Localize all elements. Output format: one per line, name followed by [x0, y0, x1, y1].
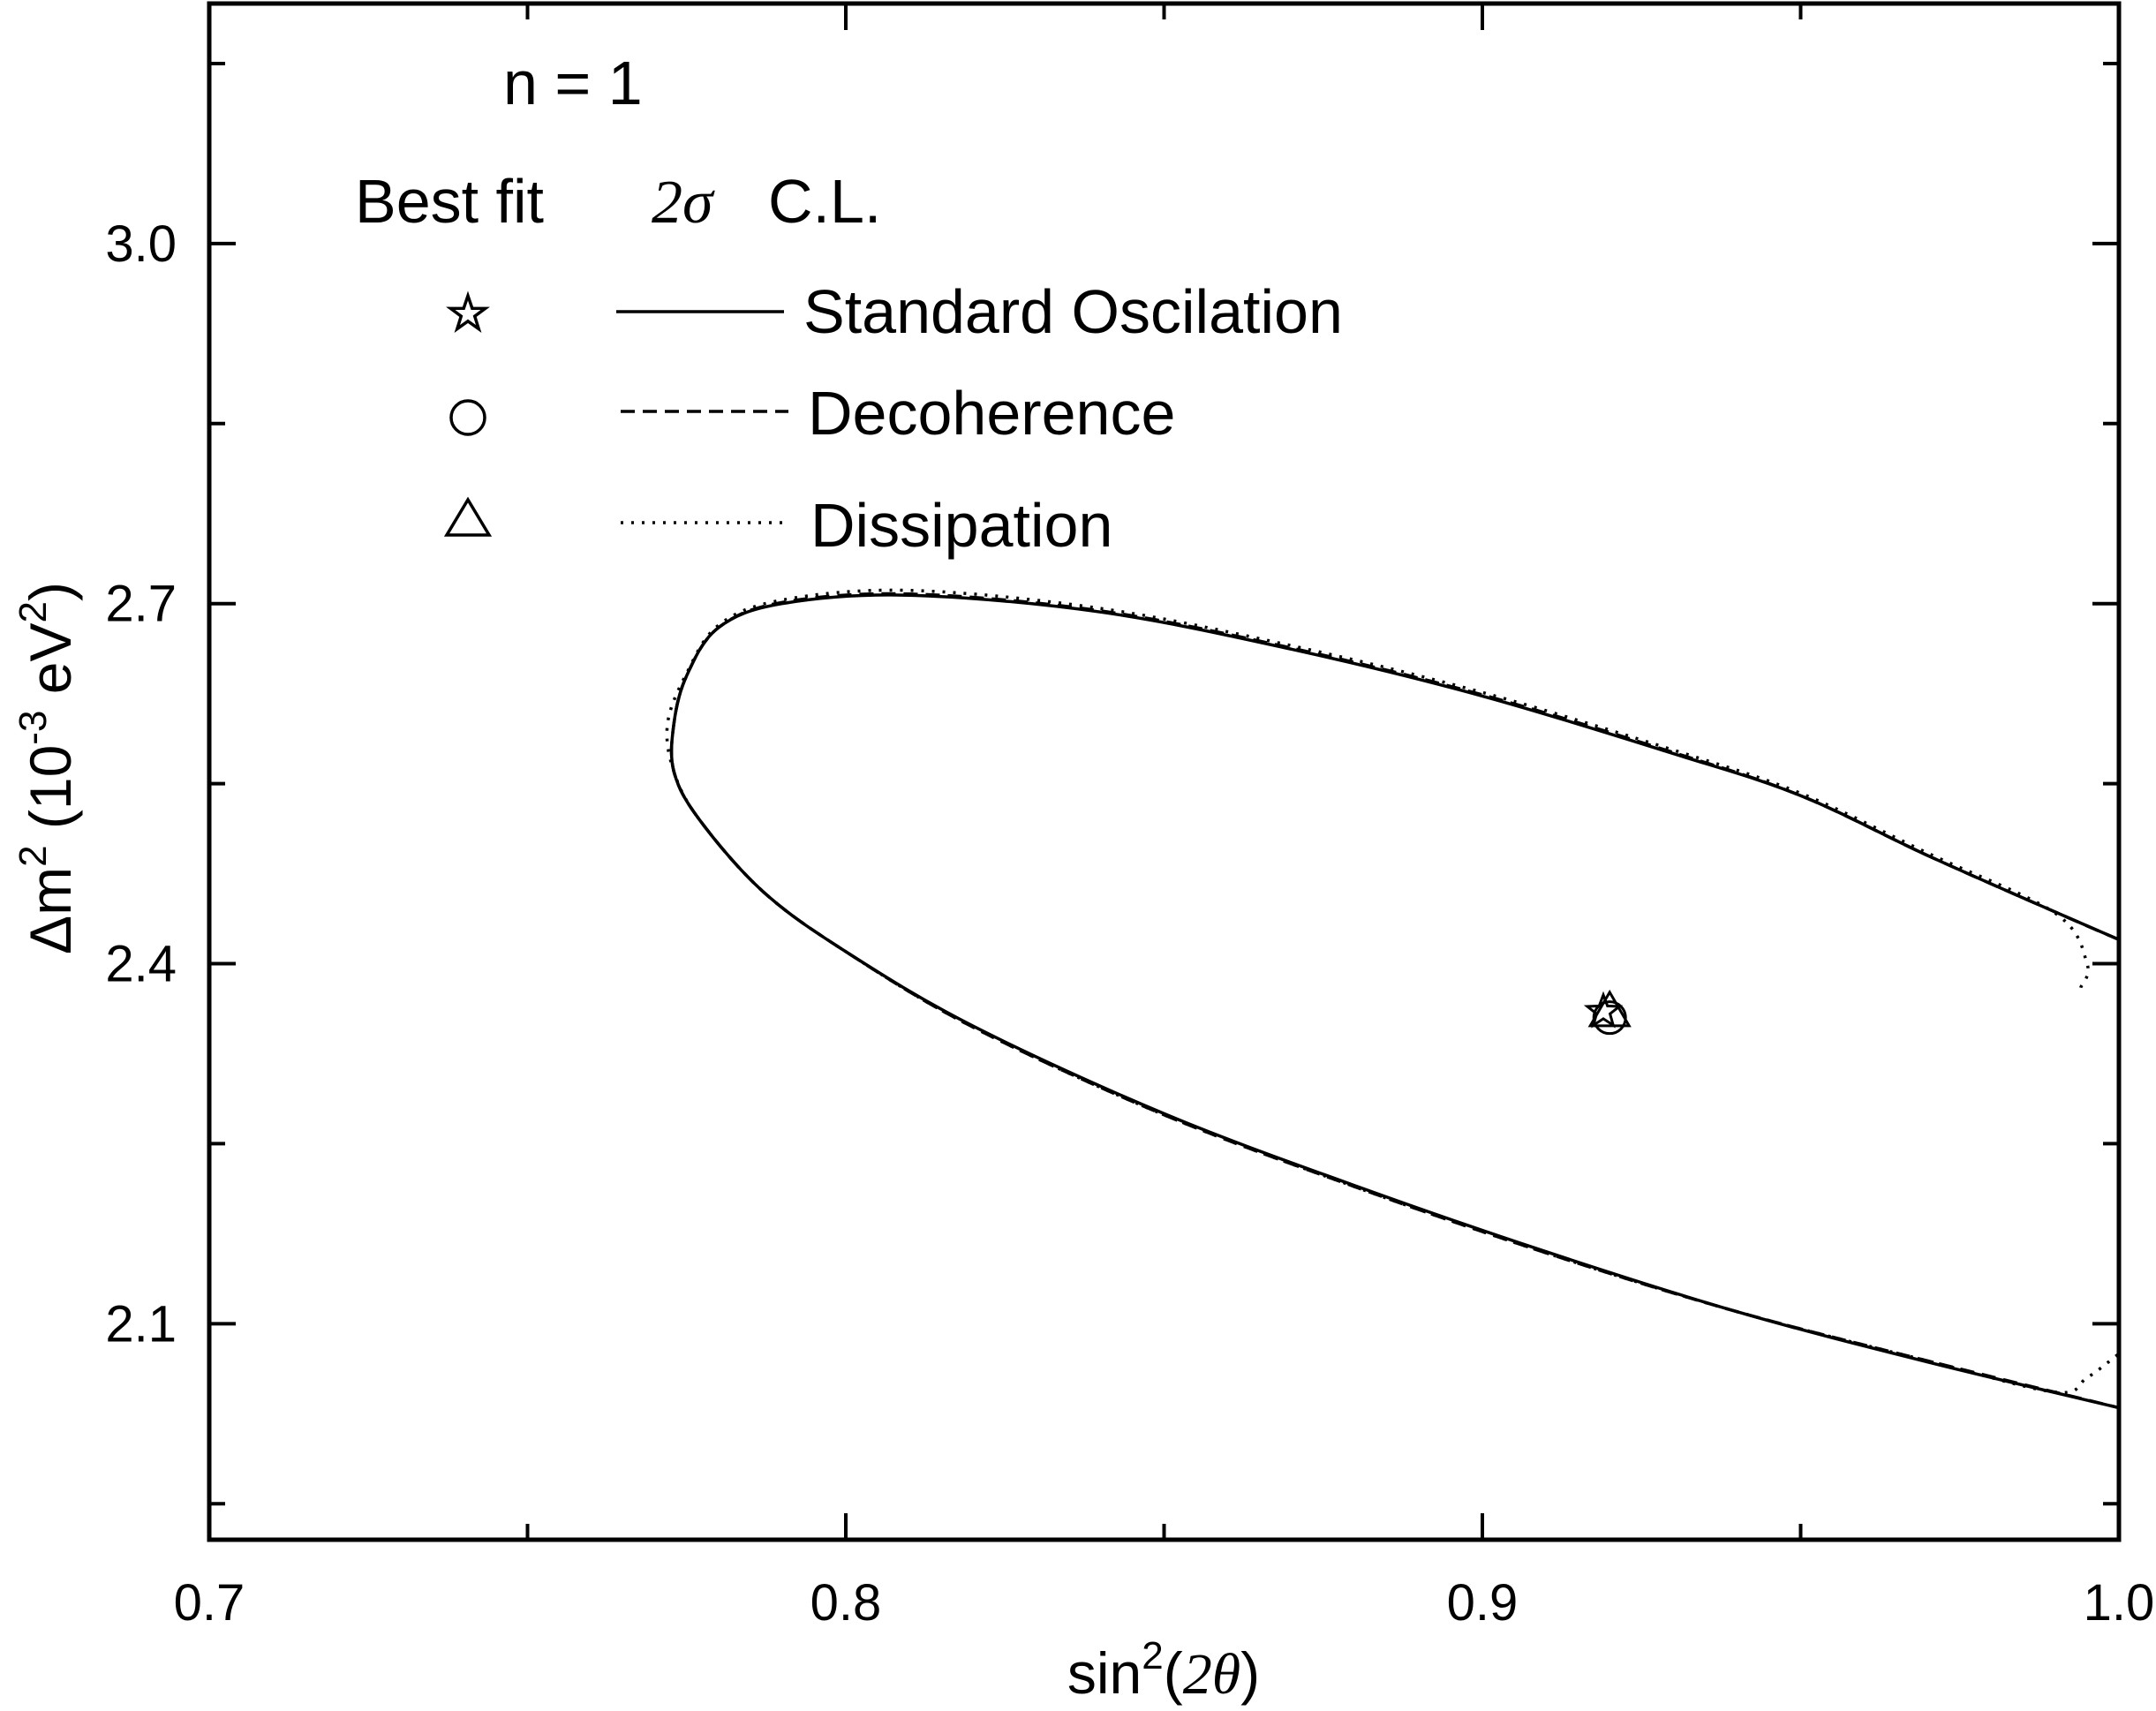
x-axis-title: sin2(2θ) — [1067, 1634, 1260, 1707]
best-fit-markers — [1583, 989, 1632, 1036]
y-tick-label: 2.7 — [105, 576, 177, 633]
legend-label-decoherence: Decoherence — [808, 379, 1175, 448]
contour-solid — [669, 593, 2119, 1410]
legend-item-standard: Standard Oscilation — [446, 277, 1343, 346]
legend-item-dissipation: Dissipation — [443, 491, 1112, 560]
y-tick-label: 2.4 — [105, 936, 177, 993]
x-tick-label: 0.8 — [810, 1574, 882, 1632]
best-fit-triangle-icon — [1587, 989, 1632, 1028]
x-tick-label: 0.7 — [174, 1574, 245, 1632]
contour-dashed — [669, 592, 2119, 1410]
legend: Best fit 2σ C.L. Standard Oscilation Dec… — [355, 167, 1343, 560]
legend-label-standard: Standard Oscilation — [803, 277, 1343, 346]
best-fit-star-icon — [1583, 991, 1624, 1029]
triangle-icon — [443, 496, 493, 537]
x-tick-labels: 0.7 0.8 0.9 1.0 — [174, 1574, 2155, 1632]
contour-dotted — [665, 588, 2119, 1395]
plot-frame — [207, 1, 2122, 1542]
star-icon — [446, 290, 490, 333]
legend-header-best-fit: Best fit — [355, 167, 544, 236]
y-axis-title: Δm2 (10-3 eV2) — [11, 582, 83, 954]
annotation-n: n = 1 — [503, 49, 643, 117]
x-tick-label: 1.0 — [2084, 1574, 2155, 1632]
legend-label-dissipation: Dissipation — [810, 491, 1112, 560]
contour-layer — [665, 588, 2119, 1410]
y-tick-labels: 2.1 2.4 2.7 3.0 — [105, 215, 177, 1353]
legend-header-cl-text: C.L. — [768, 167, 881, 236]
circle-icon — [449, 399, 486, 436]
legend-item-decoherence: Decoherence — [449, 379, 1175, 448]
y-tick-label: 2.1 — [105, 1295, 177, 1353]
legend-header-cl-symbol: 2σ — [652, 169, 715, 237]
y-tick-label: 3.0 — [105, 215, 177, 273]
x-tick-label: 0.9 — [1447, 1574, 1519, 1632]
